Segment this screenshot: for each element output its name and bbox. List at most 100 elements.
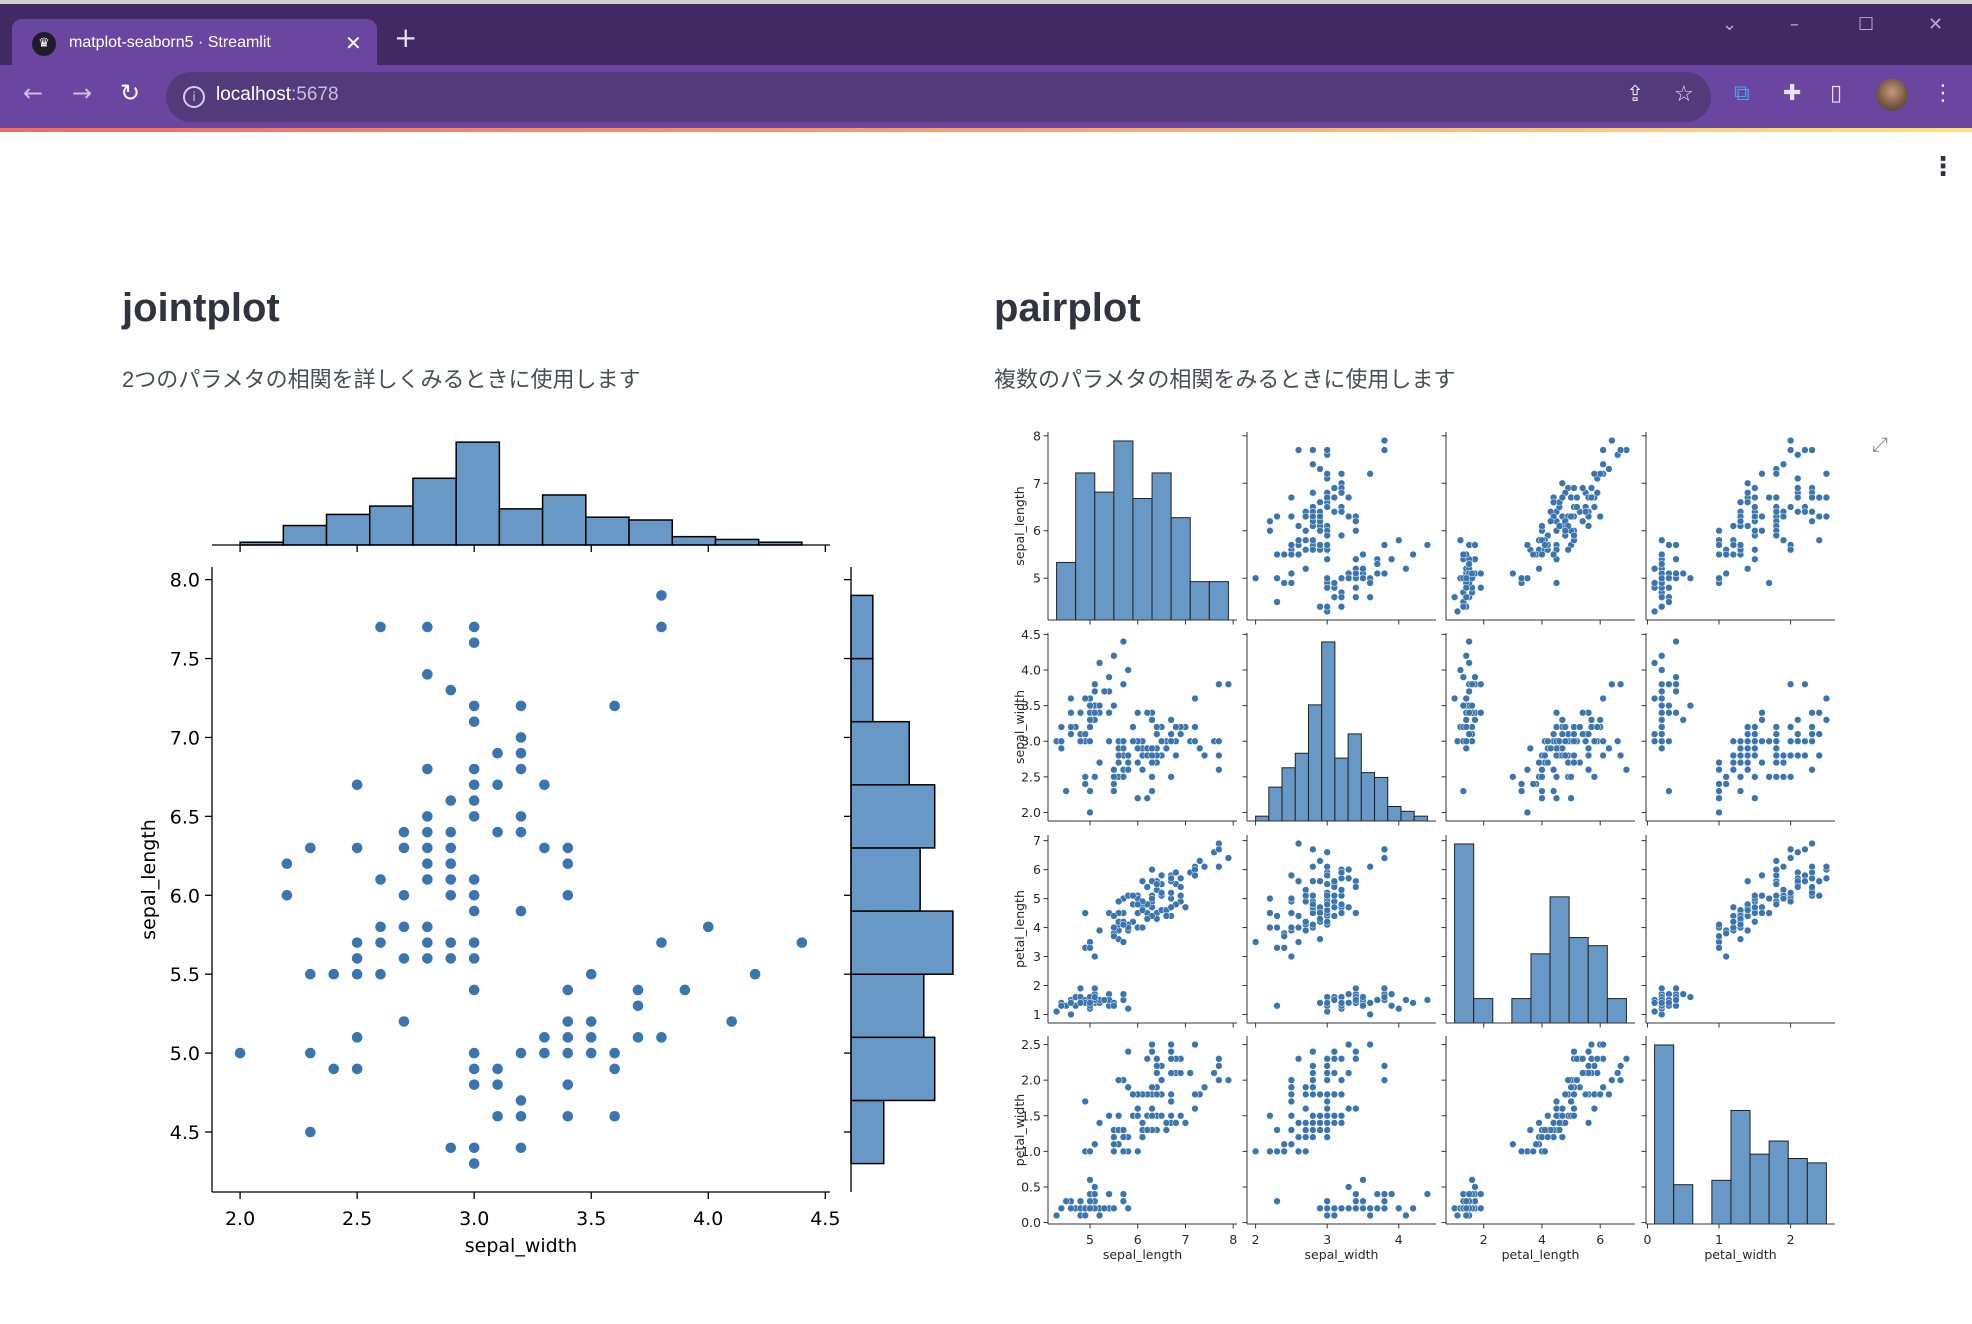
avatar[interactable] [1876,79,1908,111]
share-icon[interactable]: ⇪ [1626,82,1645,107]
scatter-point [1715,780,1723,788]
scatter-point [281,857,293,870]
scatter-point [444,794,457,807]
scatter-point [1529,550,1537,559]
info-icon[interactable]: i [183,86,205,108]
scatter-point [491,747,504,760]
scatter-point [1599,446,1607,454]
scatter-point [1095,701,1104,710]
scatter-point [1715,574,1723,582]
scatter-point [1538,550,1546,559]
scatter-point [1758,716,1766,724]
scatter-point [1143,915,1151,923]
scatter-point [1570,751,1578,760]
pairplot-cell-sepal_width-vs-petal_length [1441,633,1635,826]
scatter-point [1316,1119,1324,1127]
x-tick-label: 3.5 [576,1208,606,1230]
scatter-point [1423,1190,1432,1198]
scatter-point [304,1126,317,1138]
y-tick-label: 0.0 [1021,1215,1041,1230]
scatter-point [468,984,481,996]
puzzle-icon[interactable]: ✚ [1783,81,1802,106]
scatter-point [1808,446,1816,454]
scatter-point [1366,470,1374,478]
maximize-icon[interactable]: ☐ [1858,14,1875,35]
address-bar[interactable]: i localhost:5678 ⇪ ☆ [166,72,1711,122]
scatter-point [1323,493,1331,502]
scatter-point [1330,484,1338,492]
histogram-bar [1568,937,1589,1024]
scatter-point [1224,680,1233,688]
plus-icon[interactable]: + [394,21,418,54]
scatter-point [1552,794,1561,802]
close-icon[interactable]: ✕ [345,31,362,55]
menu-icon[interactable]: ⋮ [1932,81,1954,106]
scatter-point [1715,794,1723,802]
url-text[interactable]: localhost:5678 [216,84,339,106]
scatter-point [1337,1204,1346,1212]
scatter-point [1815,730,1823,738]
scatter-point [1294,522,1303,530]
scatter-point [1302,1104,1310,1113]
scatter-point [1672,637,1680,646]
back-icon[interactable]: ← [23,79,44,107]
scatter-point [1309,512,1317,521]
scatter-point [1309,1112,1317,1120]
right-marginal-histogram-bar [850,720,910,786]
kebab-menu-icon[interactable]: ⋮ [1930,152,1956,182]
reload-icon[interactable]: ↻ [120,79,141,107]
scatter-point [1736,787,1745,795]
scatter-point [1729,522,1737,530]
scatter-point [1323,1112,1331,1120]
scatter-point [1081,780,1089,788]
scatter-point [1794,474,1802,483]
scatter-point [1715,921,1723,929]
window-close-icon[interactable]: ✕ [1928,14,1944,35]
scatter-point [1658,536,1666,544]
scatter-point [1715,944,1723,952]
scatter-point [515,763,527,775]
scatter-point [1167,1090,1175,1099]
scatter-point [1815,512,1823,521]
scatter-point [1822,694,1831,703]
scatter-point [1337,574,1346,582]
scatter-point [1596,716,1604,724]
forward-icon[interactable]: → [72,79,93,107]
scatter-point [1280,1147,1288,1156]
scatter-point [1744,877,1752,885]
scatter-point [515,1110,527,1123]
scatter-point [1287,894,1296,903]
scatter-point [1294,1133,1303,1141]
scatter-point [1622,1055,1631,1063]
scatter-point [1191,1090,1199,1099]
scatter-point [1323,1076,1331,1084]
minimize-icon[interactable]: – [1790,14,1799,35]
scatter-point [1558,479,1566,487]
scatter-point [1143,709,1151,717]
x-axis-label: sepal_length [1103,1247,1182,1262]
scatter-point [1765,493,1773,502]
extension-icon[interactable]: ⧉ [1734,81,1750,106]
scatter-point [444,889,457,902]
fullscreen-expand-icon[interactable]: ⤢ [1872,432,1888,456]
scatter-point [1302,1133,1310,1141]
scatter-point [1148,1048,1156,1056]
histogram-bar [1268,786,1283,822]
y-axis-label: petal_length [1012,890,1027,968]
scatter-point [1157,871,1166,880]
scatter-point [1345,512,1353,521]
scatter-point [1650,565,1659,573]
scatter-point [1352,555,1360,563]
scatter-point [1129,723,1137,731]
chevron-down-icon[interactable]: ⌄ [1722,14,1738,35]
scatter-point [515,1141,527,1154]
scatter-point [1729,737,1737,745]
scatter-point [1345,990,1353,998]
star-icon[interactable]: ☆ [1674,82,1694,107]
browser-tab-active[interactable]: ♛ matplot-seaborn5 · Streamlit ✕ [12,19,377,69]
histogram-bar [1454,843,1475,1024]
side-panel-icon[interactable]: ▯ [1830,81,1843,106]
scatter-point [1177,874,1185,882]
y-tick-label: 3 [1033,949,1041,964]
